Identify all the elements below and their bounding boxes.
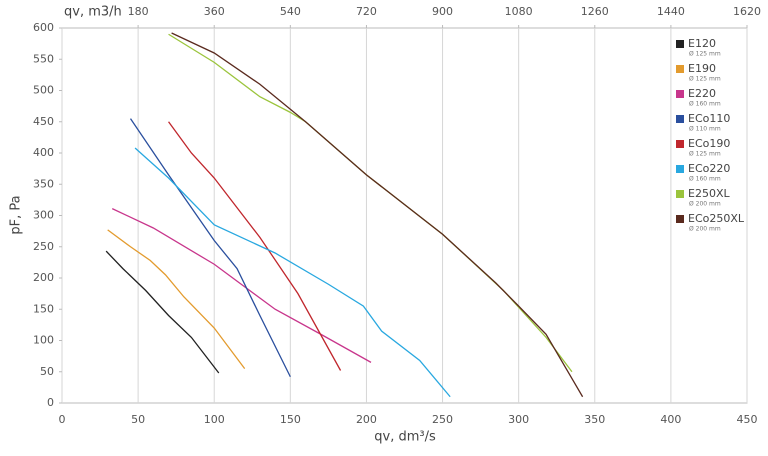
legend-label: E190 [688,62,716,75]
legend-sub: Ø 125 mm [689,151,721,158]
y-tick-label: 50 [40,365,54,378]
y-tick-label: 350 [33,177,54,190]
y-tick-label: 0 [47,396,54,409]
legend-sub: Ø 110 mm [689,126,721,133]
x-tick-label: 200 [356,413,377,426]
x2-tick-label: 720 [356,5,377,18]
y-tick-label: 100 [33,334,54,347]
y-axis-title: pF, Pa [9,195,24,234]
legend-sub: Ø 160 mm [689,176,721,183]
legend-swatch [676,165,684,173]
legend-label: E120 [688,37,716,50]
legend-sub: Ø 200 mm [689,201,721,208]
y-tick-label: 450 [33,115,54,128]
plot-frame [61,27,748,404]
x2-tick-label: 1440 [657,5,685,18]
y-tick-label: 400 [33,146,54,159]
x2-tick-label: 180 [128,5,149,18]
legend-sub: Ø 125 mm [689,51,721,58]
x-tick-label: 350 [584,413,605,426]
legend-swatch [676,40,684,48]
legend-swatch [676,65,684,73]
x-tick-label: 150 [280,413,301,426]
legend-label: E250XL [688,187,730,200]
x-tick-label: 100 [204,413,225,426]
series-line [168,121,342,371]
legend-sub: Ø 200 mm [689,226,721,233]
legend-sub: Ø 125 mm [689,76,721,83]
y-tick-label: 550 [33,52,54,65]
y-tick-label: 150 [33,302,54,315]
series-line [105,250,220,374]
x2-axis-title: qv, m3/h [64,5,122,20]
x-tick-label: 300 [508,413,529,426]
legend-swatch [676,190,684,198]
x2-tick-label: 900 [432,5,453,18]
x2-tick-label: 360 [204,5,225,18]
series-line [168,33,573,373]
x2-tick-label: 540 [280,5,301,18]
legend-label: E220 [688,87,716,100]
x-tick-label: 250 [432,413,453,426]
series-line [107,229,246,370]
x-axis-title: qv, dm³/s [374,430,436,445]
legend-swatch [676,215,684,223]
x-tick-label: 50 [131,413,145,426]
series-line [111,208,372,363]
legend-swatch [676,115,684,123]
y-tick-label: 300 [33,209,54,222]
y-tick-label: 200 [33,271,54,284]
x2-tick-label: 1080 [505,5,533,18]
legend-label: ECo110 [688,112,730,125]
legend-swatch [676,140,684,148]
legend-label: ECo250XL [688,212,745,225]
series-line [129,118,291,378]
y-tick-label: 500 [33,84,54,97]
x2-tick-label: 1260 [581,5,609,18]
legend-label: ECo220 [688,162,730,175]
series-line [171,32,584,398]
series-line [134,147,451,398]
x-tick-label: 0 [59,413,66,426]
x-tick-label: 450 [737,413,758,426]
legend-sub: Ø 160 mm [689,101,721,108]
y-tick-label: 250 [33,240,54,253]
legend-label: ECo190 [688,137,730,150]
x-tick-label: 400 [660,413,681,426]
y-tick-label: 600 [33,21,54,34]
x2-tick-label: 1620 [733,5,761,18]
legend-swatch [676,90,684,98]
